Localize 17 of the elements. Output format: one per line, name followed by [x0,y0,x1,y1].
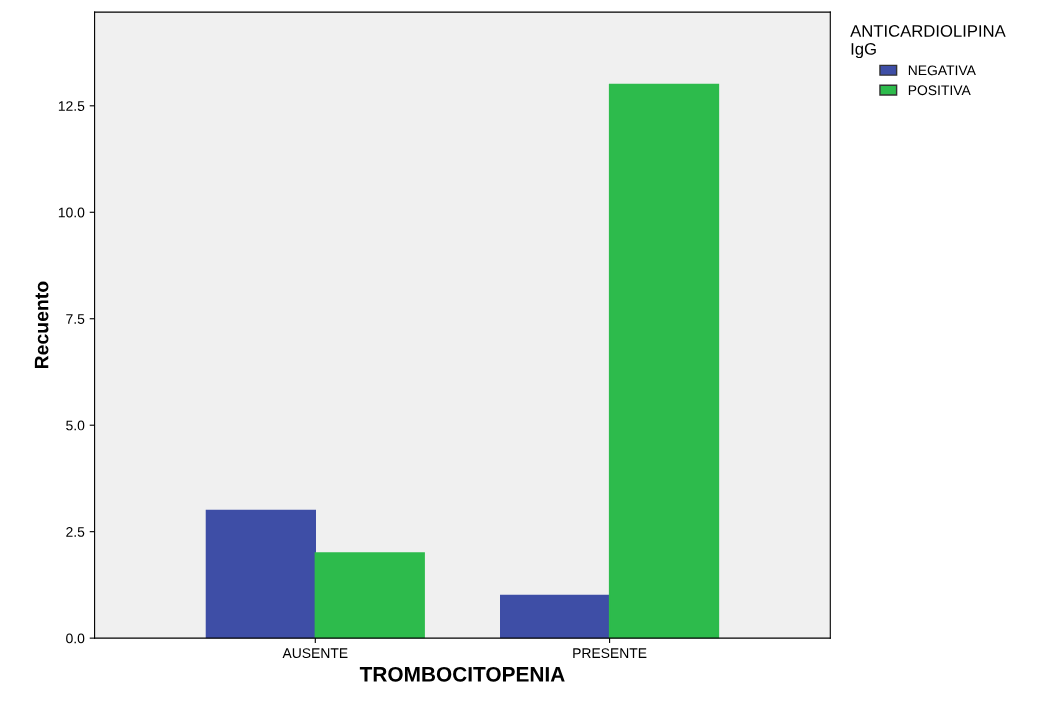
y-tick-label: 2.5 [66,527,85,537]
bar [500,594,611,639]
bar [314,552,425,639]
y-tick-label: 0.0 [66,633,85,644]
x-tick-label: AUSENTE [282,648,348,659]
y-tick-label: 12.5 [58,101,85,111]
y-tick-label: 10.0 [58,207,85,218]
x-axis-title: TROMBOCITOPENIA [359,666,565,682]
bar [205,509,316,639]
y-tick-label: 5.0 [66,420,85,431]
legend-title: ANTICARDIOLIPINA IgG [850,25,1006,59]
legend-label: POSITIVA [908,85,971,96]
x-tick-label: PRESENTE [573,648,647,659]
y-axis-title: Recuento [34,281,49,369]
y-tick-label: 7.5 [66,314,85,324]
legend-label: NEGATIVA [908,65,976,76]
bar [608,83,720,639]
